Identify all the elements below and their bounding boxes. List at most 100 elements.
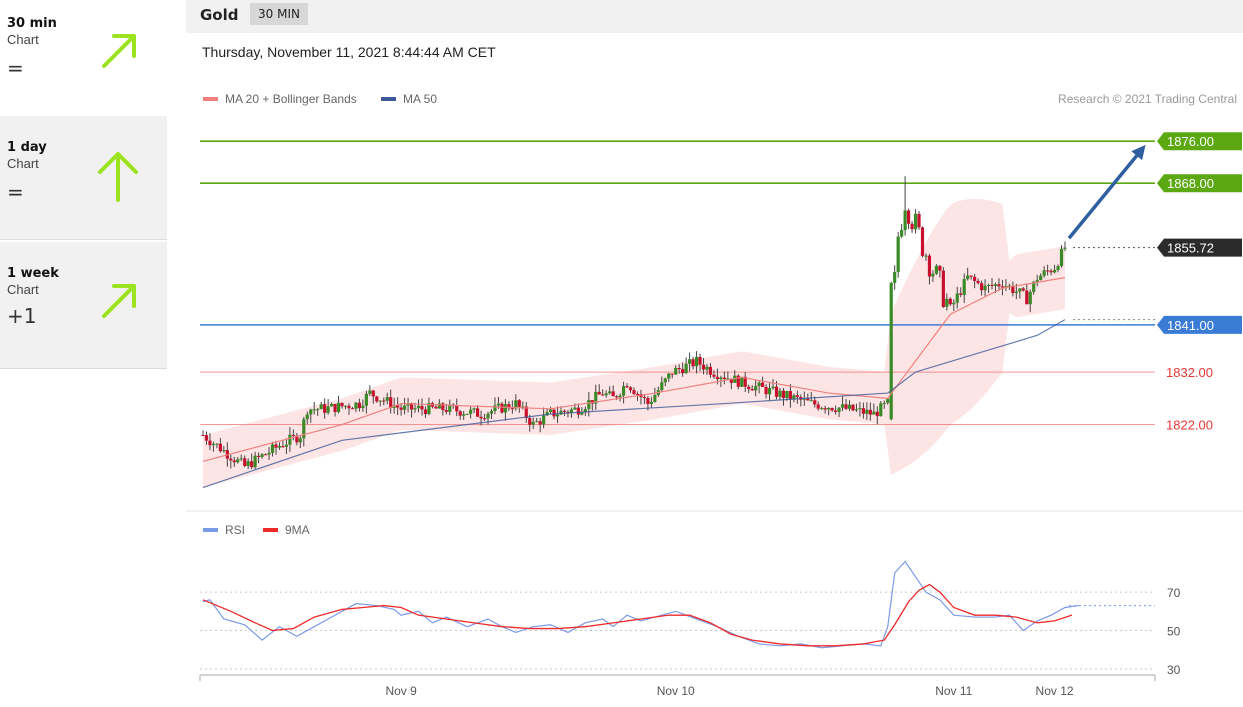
candle-down — [927, 255, 932, 277]
candle-up — [882, 402, 886, 404]
candle-down — [409, 403, 414, 410]
candle-up — [246, 461, 250, 466]
candle-up — [778, 390, 782, 397]
candle-up — [336, 402, 341, 413]
candle-down — [615, 396, 619, 398]
level-label: 1868.00 — [1167, 176, 1214, 191]
candle-down — [642, 397, 647, 399]
candle-up — [260, 454, 264, 457]
candle-down — [263, 454, 268, 456]
candle-up — [733, 375, 737, 383]
candle-down — [997, 284, 1001, 287]
candle-down — [250, 461, 254, 468]
candle-up — [726, 378, 730, 380]
candle-up — [879, 403, 883, 417]
candle-down — [204, 435, 209, 441]
candle-up — [489, 410, 494, 414]
candle-down — [906, 210, 911, 224]
candle-up — [1059, 248, 1064, 267]
candle-down — [434, 406, 438, 409]
candle-down — [920, 227, 925, 256]
candle-up — [330, 403, 334, 407]
candle-down — [576, 407, 580, 415]
candle-up — [1032, 281, 1036, 292]
candle-down — [938, 265, 942, 271]
level-tag — [1157, 238, 1242, 257]
target-arrow — [1067, 144, 1146, 240]
candle-down — [396, 405, 400, 408]
candle-up — [705, 366, 709, 370]
timeframe-change: +1 — [7, 304, 37, 328]
timeframe-badge[interactable]: 30 MIN — [250, 3, 308, 25]
candle-down — [712, 374, 716, 377]
candle-up — [924, 255, 928, 257]
candle-up — [684, 363, 688, 374]
candle-up — [503, 404, 507, 413]
candle-down — [764, 386, 768, 395]
candle-down — [507, 404, 511, 409]
candle-up — [663, 378, 667, 383]
candle-up — [514, 400, 518, 409]
candle-down — [941, 270, 945, 307]
level-label: 1841.00 — [1167, 318, 1214, 333]
candle-up — [1035, 280, 1039, 282]
candle-up — [847, 404, 852, 409]
candle-up — [302, 419, 306, 439]
candle-up — [1052, 269, 1057, 273]
timeframe-1day[interactable]: 1 day Chart = — [0, 116, 167, 240]
x-tick-label: Nov 10 — [657, 684, 695, 698]
candle-down — [423, 409, 428, 414]
candle-up — [886, 398, 890, 403]
candle-up — [660, 382, 664, 391]
candle-down — [528, 418, 532, 425]
candle-down — [441, 403, 445, 411]
candle-up — [754, 386, 758, 391]
level-label: 1855.72 — [1167, 241, 1214, 256]
x-tick-label: Nov 12 — [1036, 684, 1074, 698]
candle-down — [218, 443, 222, 452]
level-label: 1832.00 — [1166, 365, 1213, 380]
ma20-line — [202, 277, 1066, 462]
candle-up — [319, 404, 323, 410]
candle-up — [955, 293, 959, 303]
candle-up — [368, 390, 372, 394]
candle-down — [382, 400, 386, 402]
candle-down — [701, 364, 706, 370]
candle-up — [594, 391, 598, 404]
candle-up — [719, 377, 723, 380]
candle-up — [580, 412, 584, 415]
candle-up — [740, 376, 744, 387]
candle-up — [413, 408, 417, 410]
candle-up — [1039, 275, 1043, 281]
candle-up — [288, 434, 292, 445]
candle-up — [983, 285, 987, 291]
candle-down — [628, 387, 633, 391]
candle-down — [333, 403, 337, 413]
timeframe-period: 30 min — [7, 16, 57, 31]
candle-up — [361, 405, 365, 409]
timeframe-period: 1 day — [7, 140, 47, 155]
candle-up — [913, 213, 918, 230]
candle-up — [934, 265, 938, 274]
candle-down — [375, 396, 379, 402]
candle-up — [587, 400, 591, 410]
candle-up — [608, 391, 612, 394]
candle-down — [274, 444, 278, 448]
candle-up — [326, 406, 330, 413]
timeframe-sidebar: 30 min Chart = 1 day Chart = 1 week Char… — [0, 0, 167, 369]
candle-up — [802, 398, 806, 400]
candle-up — [402, 405, 407, 410]
candle-down — [806, 398, 810, 401]
candle-down — [1046, 270, 1050, 272]
candle-up — [316, 409, 320, 411]
candle-down — [399, 407, 403, 410]
candle-up — [621, 386, 626, 396]
candle-down — [868, 409, 872, 415]
up-right-arrow-icon — [102, 284, 136, 318]
candle-down — [295, 435, 299, 443]
candle-down — [698, 356, 702, 365]
timeframe-30min[interactable]: 30 min Chart = — [0, 0, 167, 124]
timeframe-1week[interactable]: 1 week Chart +1 — [0, 242, 167, 369]
candle-down — [747, 386, 751, 390]
level-label: 1876.00 — [1167, 134, 1214, 149]
